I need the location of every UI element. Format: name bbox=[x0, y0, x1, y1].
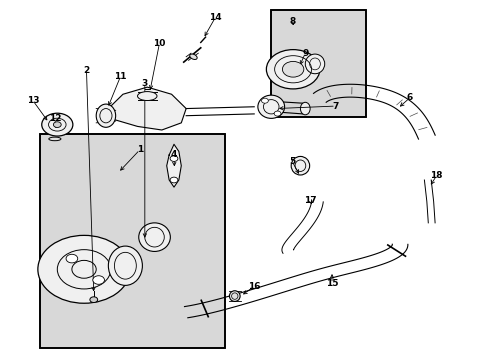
Circle shape bbox=[170, 177, 178, 183]
Circle shape bbox=[66, 254, 78, 263]
Circle shape bbox=[53, 122, 61, 127]
Circle shape bbox=[282, 62, 303, 77]
Text: 17: 17 bbox=[303, 196, 316, 205]
Text: 4: 4 bbox=[170, 150, 177, 159]
Text: 16: 16 bbox=[247, 282, 260, 291]
Text: 7: 7 bbox=[332, 102, 338, 111]
Circle shape bbox=[274, 111, 281, 116]
Text: 13: 13 bbox=[27, 96, 39, 105]
Text: 14: 14 bbox=[208, 13, 221, 22]
Circle shape bbox=[41, 113, 73, 136]
Circle shape bbox=[93, 276, 104, 284]
Circle shape bbox=[261, 98, 268, 103]
Bar bbox=[271, 10, 366, 117]
Ellipse shape bbox=[257, 95, 284, 118]
Circle shape bbox=[266, 50, 319, 89]
Text: 12: 12 bbox=[48, 114, 61, 123]
Text: 11: 11 bbox=[114, 72, 126, 81]
Text: 15: 15 bbox=[325, 279, 338, 288]
Bar bbox=[40, 134, 224, 348]
Text: 18: 18 bbox=[429, 171, 442, 180]
Polygon shape bbox=[108, 87, 186, 130]
Ellipse shape bbox=[108, 246, 142, 285]
Ellipse shape bbox=[49, 137, 61, 141]
Ellipse shape bbox=[229, 291, 240, 301]
Text: 5: 5 bbox=[288, 157, 295, 166]
Text: 2: 2 bbox=[83, 66, 89, 75]
Text: 10: 10 bbox=[153, 39, 165, 48]
Text: 6: 6 bbox=[406, 93, 412, 102]
Text: 8: 8 bbox=[289, 17, 296, 26]
Ellipse shape bbox=[189, 54, 197, 59]
Text: 9: 9 bbox=[302, 49, 308, 58]
Ellipse shape bbox=[137, 91, 157, 100]
Circle shape bbox=[90, 297, 98, 302]
Ellipse shape bbox=[139, 223, 170, 251]
Ellipse shape bbox=[305, 54, 324, 74]
Circle shape bbox=[170, 156, 178, 161]
Polygon shape bbox=[166, 144, 181, 187]
Bar bbox=[271, 10, 366, 117]
Text: 3: 3 bbox=[142, 79, 148, 88]
Circle shape bbox=[38, 235, 130, 303]
Bar bbox=[40, 134, 224, 348]
Ellipse shape bbox=[290, 157, 309, 175]
Ellipse shape bbox=[96, 104, 116, 127]
Ellipse shape bbox=[300, 102, 309, 115]
Text: 1: 1 bbox=[137, 145, 143, 154]
